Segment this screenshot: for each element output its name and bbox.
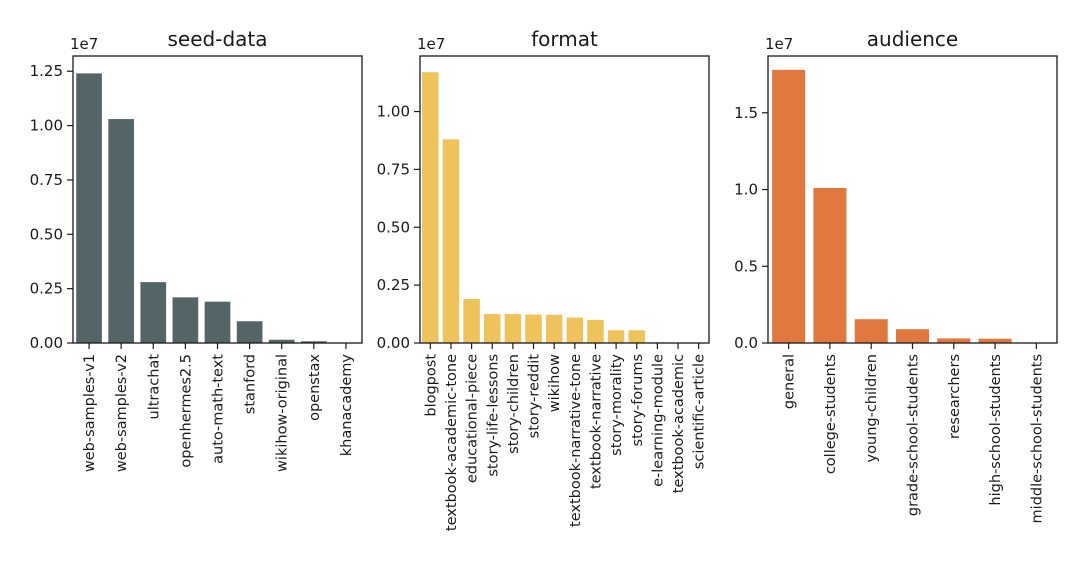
x-tick-label: openhermes2.5: [178, 354, 194, 468]
bar-story-morality: [607, 330, 625, 343]
y-tick-label: 0.25: [30, 280, 63, 298]
bar-wikihow-original: [268, 339, 295, 343]
bar-educational-piece: [463, 299, 480, 343]
x-tick-label: story-life-lessons: [485, 354, 501, 477]
bar-grade-school-students: [895, 329, 930, 343]
y-tick-label: 0.00: [377, 334, 410, 352]
bar-story-children: [504, 314, 522, 343]
y-tick-label: 0.75: [377, 160, 410, 178]
y-tick-label: 1.25: [30, 62, 63, 80]
bar-stanford: [236, 321, 263, 343]
bar-openstax: [300, 341, 327, 343]
x-tick-label: researchers: [947, 354, 963, 439]
bar-college-students: [813, 187, 847, 343]
chart-title: seed-data: [168, 27, 268, 51]
y-tick-label: 0.0: [734, 334, 758, 352]
x-tick-label: story-reddit: [527, 354, 543, 439]
x-tick-label: general: [782, 354, 798, 409]
bar-textbook-academic-tone: [442, 139, 460, 343]
x-tick-label: story-morality: [609, 354, 625, 456]
x-tick-label: wikihow-original: [275, 354, 291, 472]
bar-textbook-narrative-tone: [566, 317, 584, 343]
panel-audience: 0.0 0.5 1.0 1.5 general college-students young…: [734, 27, 1058, 523]
bar-wikihow: [545, 314, 563, 343]
x-tick-label: grade-school-students: [906, 354, 922, 516]
bar-high-school-students: [978, 338, 1012, 343]
plot-frame: [767, 55, 1058, 344]
x-tick-label: blogpost: [423, 354, 439, 417]
scale-offset-label: 1e7: [417, 35, 445, 53]
bar-story-reddit: [525, 314, 542, 343]
y-tick-label: 1.0: [734, 181, 758, 199]
plot-frame: [419, 55, 710, 344]
bar-general: [772, 69, 806, 343]
bar-ultrachat: [140, 282, 167, 343]
x-tick-label: college-students: [823, 354, 839, 474]
x-tick-label: wikihow: [547, 354, 563, 412]
panel-seed-data: 0.00 0.25 0.50 0.75 1.00 1.25 web-samples-v1 we…: [30, 27, 363, 472]
bar-textbook-narrative: [587, 319, 604, 343]
x-tick-label: web-samples-v1: [82, 354, 98, 472]
x-tick-label: e-learning-module: [650, 354, 666, 487]
y-tick-label: 0.50: [30, 225, 63, 243]
bar-openhermes2-5: [172, 297, 199, 343]
x-tick-label: textbook-narrative: [588, 354, 604, 489]
x-tick-label: openstax: [307, 354, 323, 421]
x-tick-label: educational-piece: [465, 354, 481, 483]
x-tick-label: web-samples-v2: [114, 354, 130, 472]
bar-auto-math-text: [204, 301, 231, 343]
x-tick-label: story-children: [506, 354, 522, 454]
bar-story-life-lessons: [483, 314, 501, 343]
y-tick-label: 0.25: [377, 276, 410, 294]
y-tick-label: 1.00: [377, 103, 410, 121]
bar-web-samples-v2: [108, 119, 135, 343]
panel-format: 0.00 0.25 0.50 0.75 1.00 blogpost textbook-aca…: [377, 27, 710, 531]
bar-blogpost: [422, 72, 439, 343]
bar-story-forums: [628, 330, 645, 343]
bar-researchers: [937, 338, 971, 343]
x-tick-label: young-children: [864, 354, 880, 462]
y-tick-label: 0.00: [30, 334, 63, 352]
x-tick-label: textbook-academic-tone: [444, 354, 460, 531]
x-tick-label: textbook-narrative-tone: [568, 354, 584, 527]
x-tick-label: scientific-article: [692, 354, 708, 469]
chart-title: format: [531, 27, 598, 51]
x-tick-label: ultrachat: [146, 354, 162, 420]
bar-young-children: [854, 319, 888, 343]
scale-offset-label: 1e7: [70, 35, 98, 53]
x-tick-label: khanacademy: [339, 354, 355, 457]
x-tick-label: high-school-students: [988, 354, 1004, 506]
x-tick-label: stanford: [243, 354, 259, 414]
y-tick-label: 1.00: [30, 117, 63, 135]
x-tick-label: textbook-academic: [671, 354, 687, 493]
x-tick-label: story-forums: [630, 354, 646, 446]
y-tick-label: 1.5: [734, 104, 758, 122]
x-tick-label: middle-school-students: [1029, 354, 1045, 523]
y-tick-label: 0.5: [734, 257, 758, 275]
scale-offset-label: 1e7: [765, 35, 793, 53]
bar-web-samples-v1: [76, 73, 102, 343]
x-tick-label: auto-math-text: [211, 354, 227, 464]
y-tick-label: 0.75: [30, 171, 63, 189]
chart-title: audience: [867, 27, 958, 51]
y-tick-label: 0.50: [377, 218, 410, 236]
